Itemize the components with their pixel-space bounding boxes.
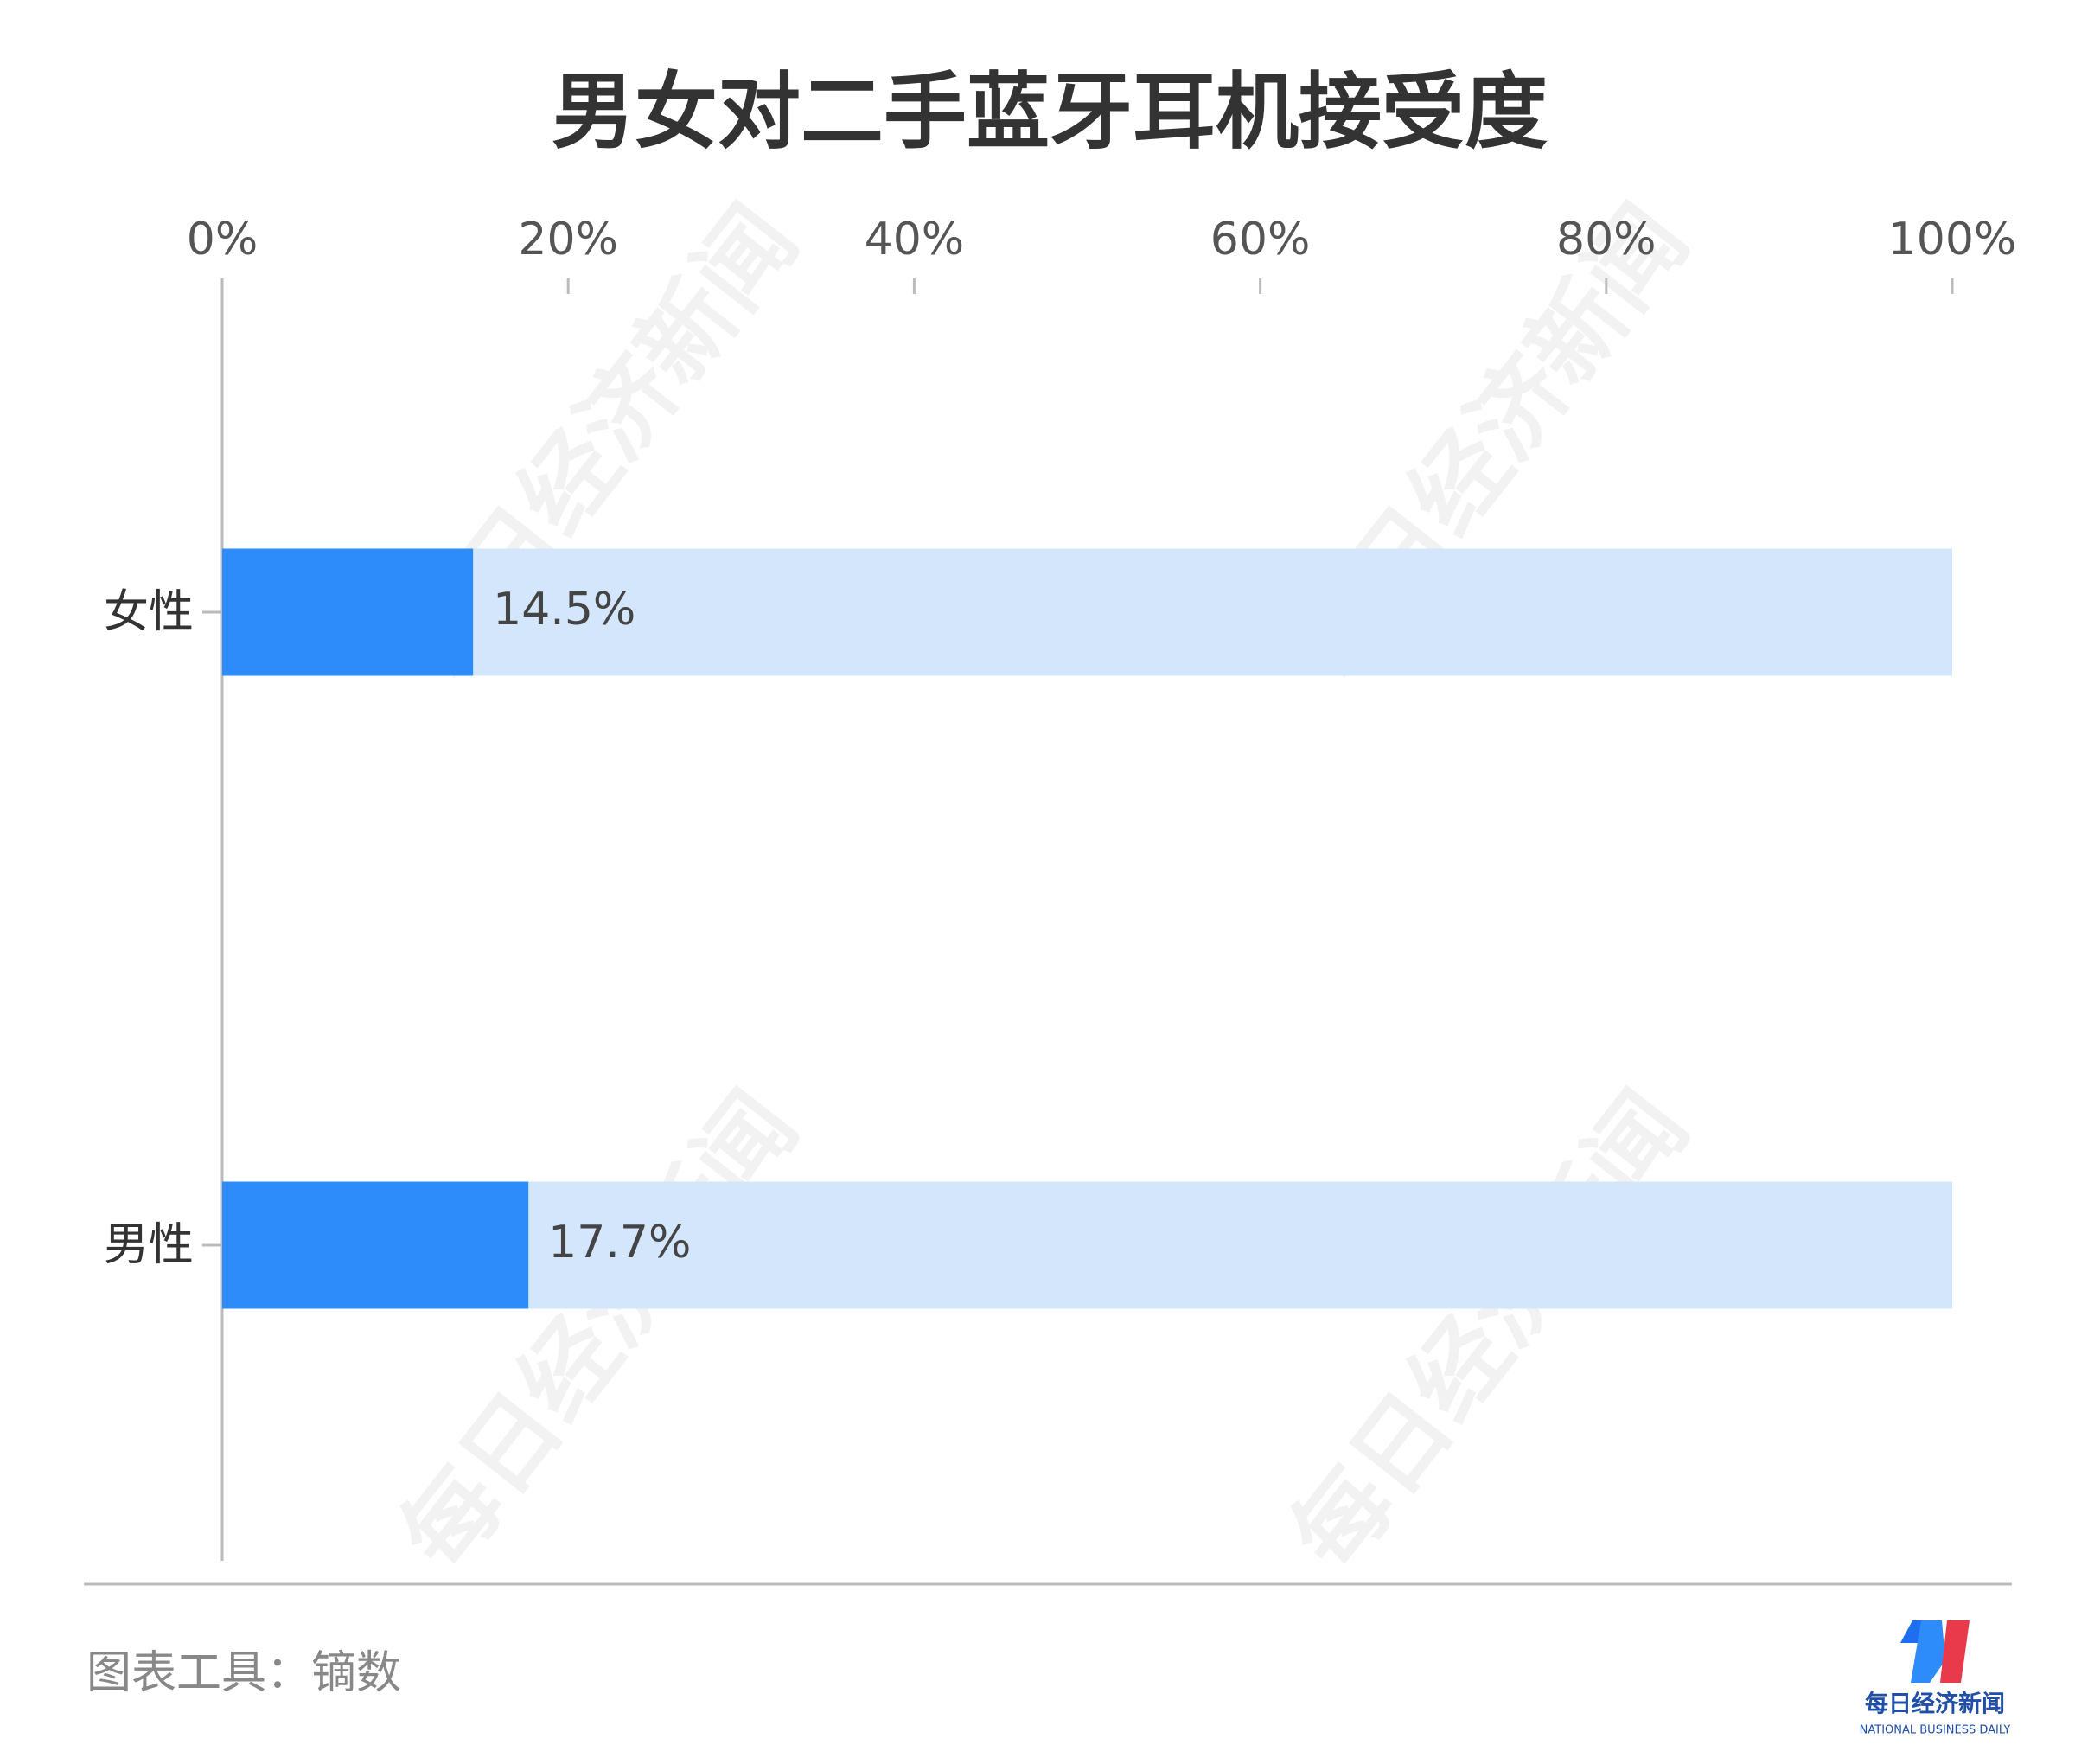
x-tick-label: 20% (518, 214, 618, 265)
bar-track (222, 548, 1952, 676)
logo-mark (1911, 1620, 1945, 1683)
x-tick-label: 60% (1210, 214, 1311, 265)
y-tick-label: 男性 (104, 1219, 194, 1271)
logo: 每日经济新闻 NATIONAL BUSINESS DAILY (1860, 1620, 2011, 1737)
footer-source: 图表工具：镝数 (86, 1647, 401, 1699)
watermark: 每日经济新闻 (379, 1071, 818, 1590)
logo-subtitle: NATIONAL BUSINESS DAILY (1860, 1724, 2011, 1737)
x-tick-label: 80% (1556, 214, 1657, 265)
logo-mark (1940, 1620, 1970, 1683)
value-label: 17.7% (548, 1217, 691, 1269)
y-tick-label: 女性 (104, 586, 194, 638)
bar (222, 548, 474, 676)
bar (222, 1181, 529, 1309)
x-tick-label: 40% (865, 214, 965, 265)
logo-name: 每日经济新闻 (1865, 1690, 2005, 1718)
x-tick-label: 100% (1888, 214, 2017, 265)
value-label: 14.5% (493, 584, 635, 636)
x-tick-label: 0% (187, 214, 259, 265)
watermark: 每日经济新闻 (1269, 1071, 1708, 1590)
chart-title: 男女对二手蓝牙耳机接受度 (552, 63, 1548, 160)
